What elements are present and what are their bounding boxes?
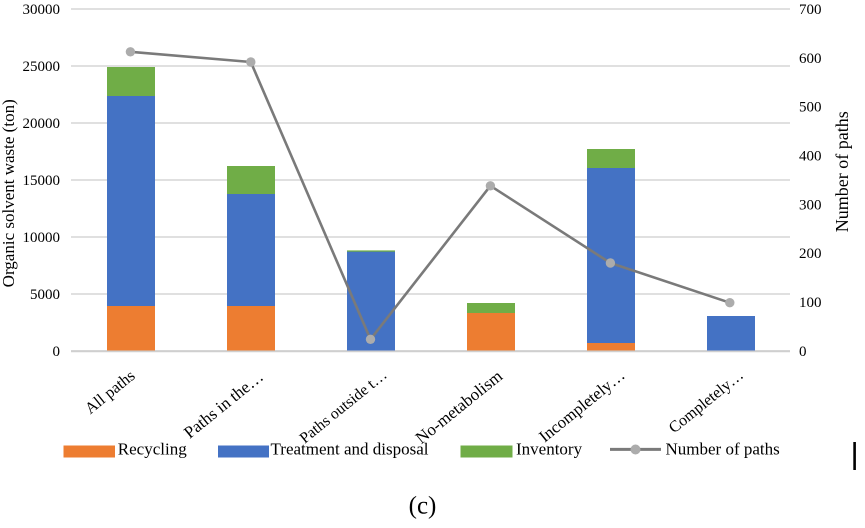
svg-text:Inventory: Inventory (516, 440, 583, 459)
svg-text:100: 100 (799, 295, 822, 311)
svg-text:300: 300 (799, 197, 822, 213)
svg-text:500: 500 (799, 100, 822, 116)
svg-text:Number of paths: Number of paths (832, 111, 852, 232)
svg-text:10000: 10000 (23, 230, 61, 246)
svg-text:600: 600 (799, 51, 822, 67)
svg-text:Treatment and disposal: Treatment and disposal (271, 440, 429, 459)
svg-text:Number of paths: Number of paths (666, 440, 780, 459)
svg-text:0: 0 (799, 344, 807, 360)
svg-text:15000: 15000 (23, 173, 61, 189)
svg-text:200: 200 (799, 246, 822, 262)
svg-text:5000: 5000 (30, 287, 60, 303)
svg-text:20000: 20000 (23, 116, 61, 132)
svg-text:Recycling: Recycling (118, 440, 187, 459)
svg-text:0: 0 (53, 344, 61, 360)
svg-text:25000: 25000 (23, 59, 61, 75)
svg-text:700: 700 (799, 2, 822, 18)
svg-text:(c): (c) (409, 492, 437, 519)
svg-text:30000: 30000 (23, 2, 61, 18)
svg-text:400: 400 (799, 149, 822, 165)
svg-text:Organic solvent waste (ton): Organic solvent waste (ton) (0, 99, 18, 287)
